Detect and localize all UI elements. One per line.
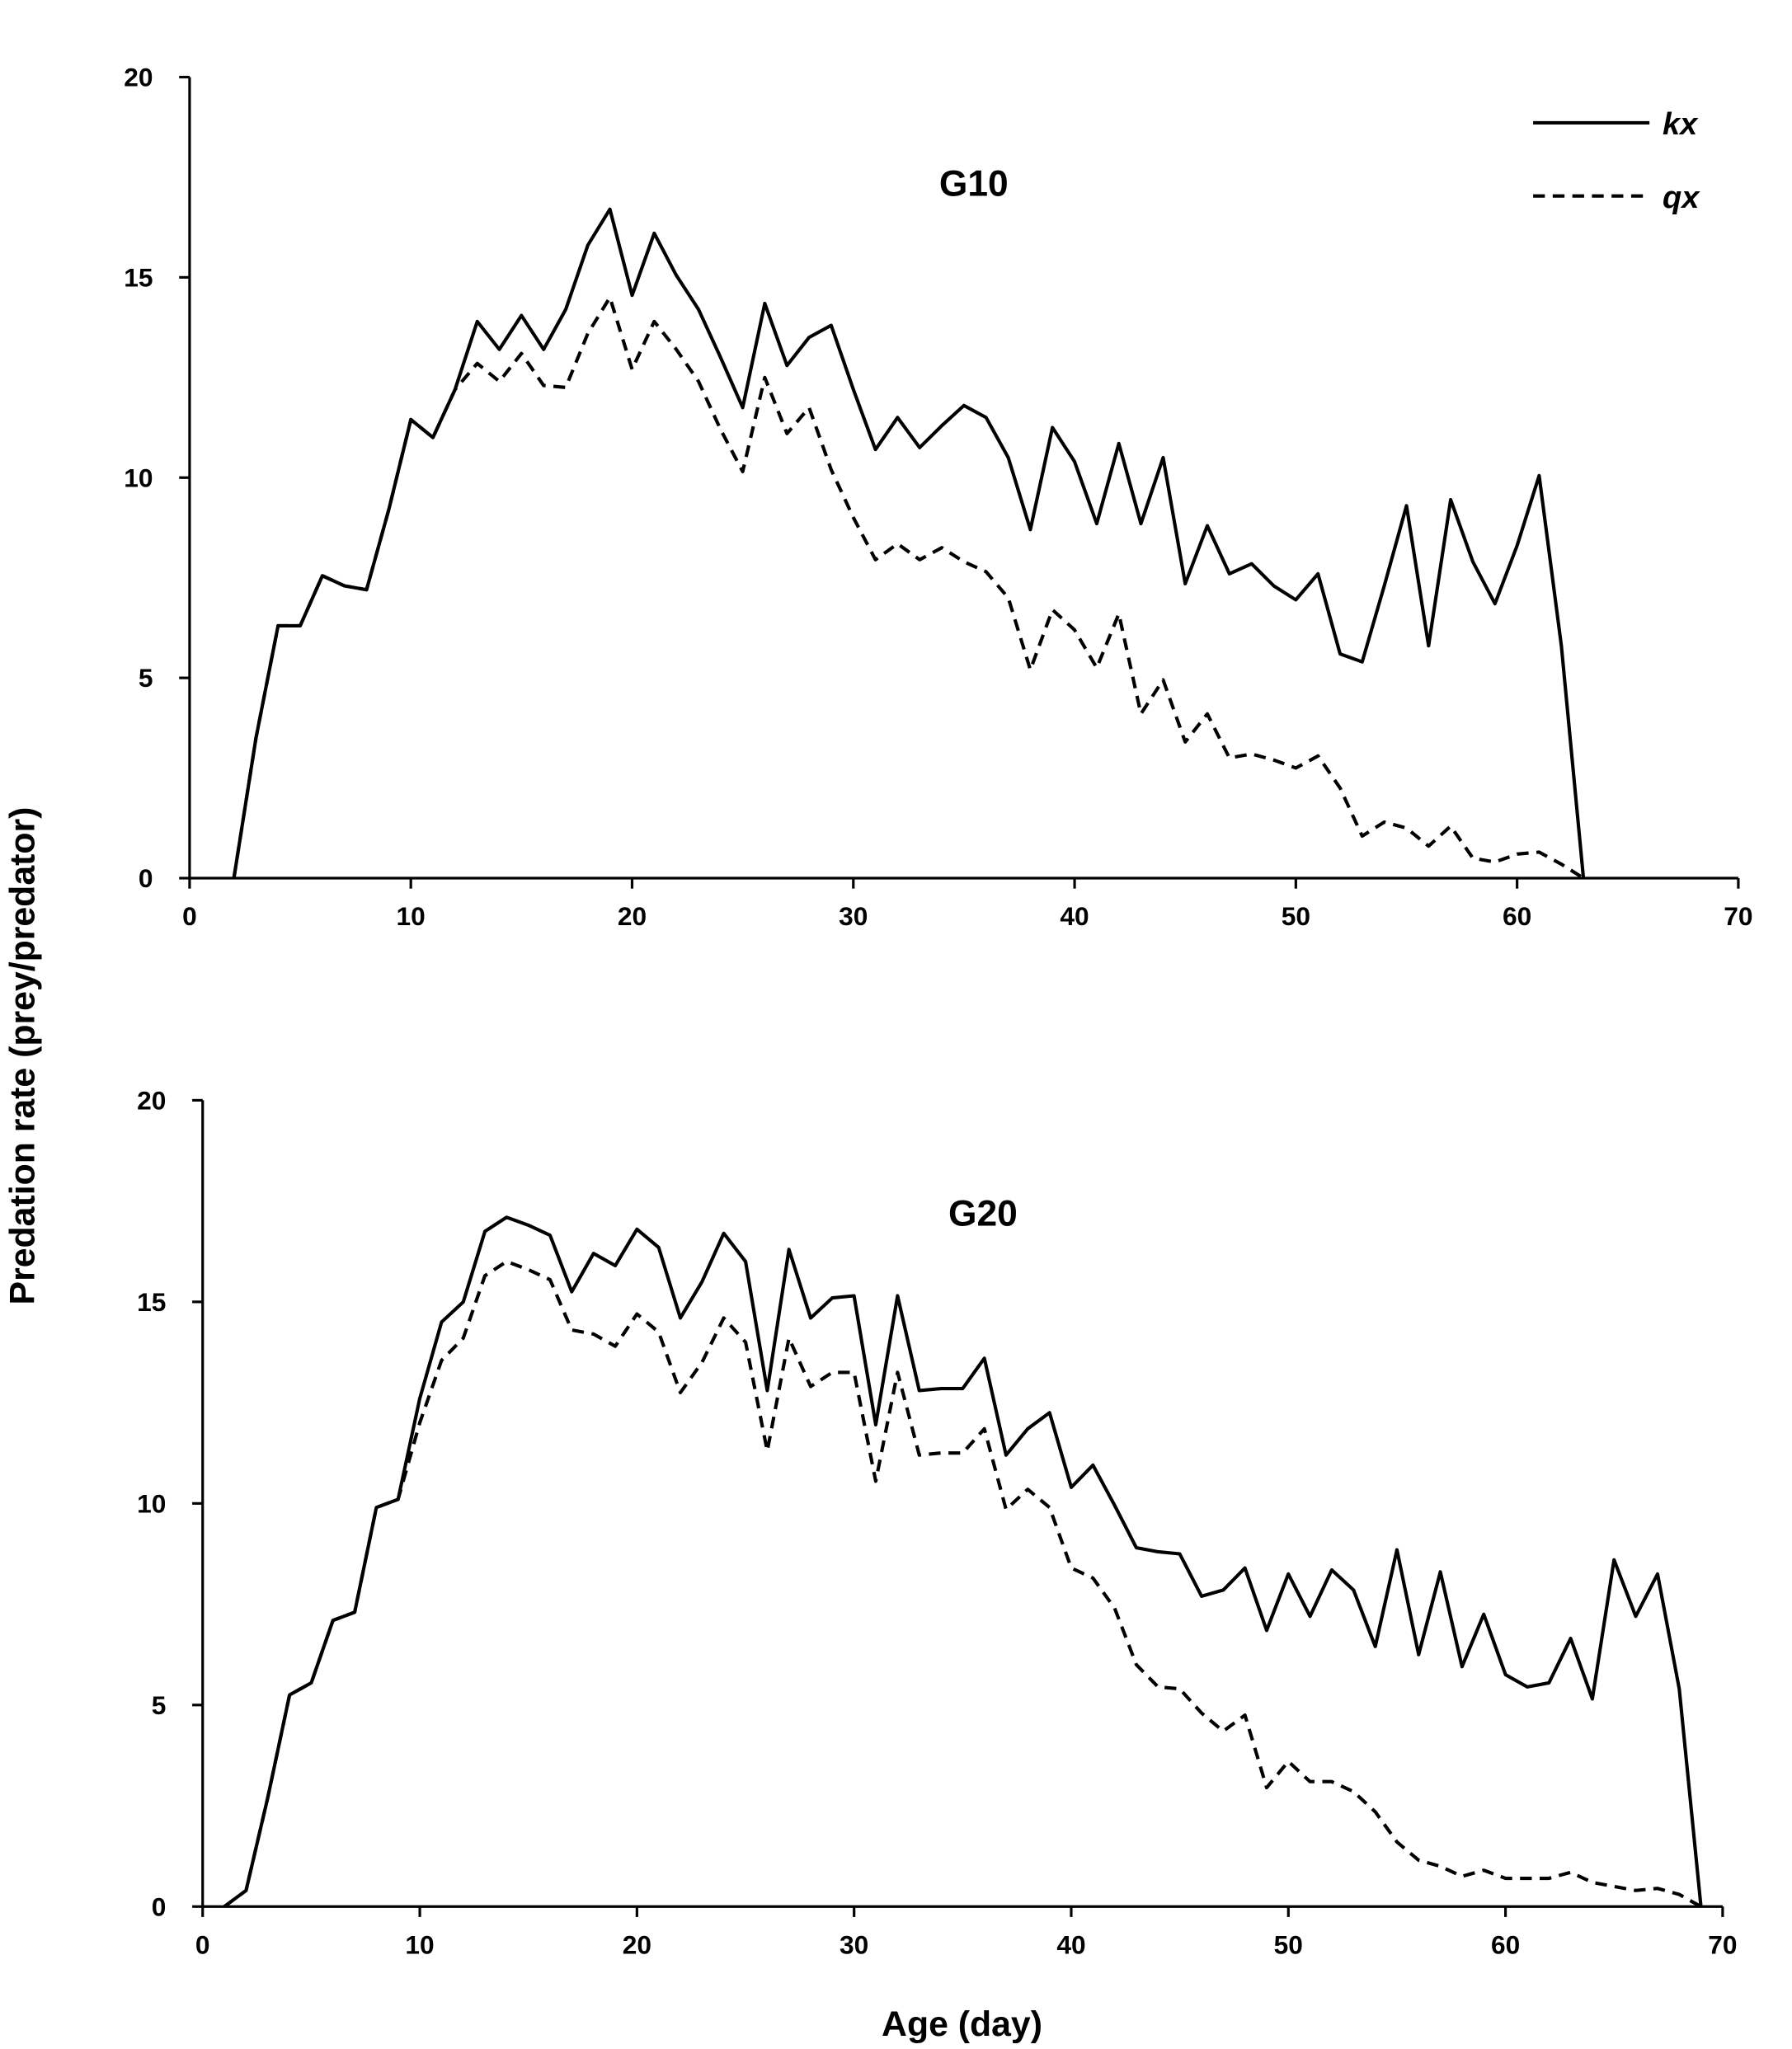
x-tick-label: 60 <box>1503 901 1531 931</box>
panel-title: G10 <box>939 164 1009 204</box>
x-tick-label: 0 <box>182 901 197 931</box>
y-tick-label: 15 <box>124 262 153 292</box>
series-line-qx <box>223 1259 1702 1909</box>
y-tick-label: 10 <box>124 463 153 492</box>
x-tick-label: 30 <box>839 901 868 931</box>
x-tick-label: 50 <box>1274 1929 1303 1959</box>
y-axis-label: Predation rate (prey/predator) <box>2 807 42 1305</box>
series-line-qx <box>232 295 1585 880</box>
x-tick-label: 30 <box>840 1929 868 1959</box>
y-tick-label: 20 <box>137 1086 166 1116</box>
x-tick-label: 60 <box>1491 1929 1520 1959</box>
x-tick-label: 50 <box>1282 901 1310 931</box>
x-tick-label: 20 <box>618 901 647 931</box>
x-axis-label: Age (day) <box>882 2004 1042 2044</box>
x-tick-label: 70 <box>1724 901 1752 931</box>
series-line-kx <box>232 207 1586 879</box>
legend-label: qx <box>1663 181 1700 215</box>
y-tick-label: 5 <box>152 1690 167 1720</box>
y-tick-label: 0 <box>152 1892 167 1921</box>
y-tick-label: 5 <box>139 663 153 693</box>
x-tick-label: 40 <box>1060 901 1089 931</box>
y-tick-label: 20 <box>124 63 153 92</box>
x-tick-label: 0 <box>195 1929 210 1959</box>
y-tick-label: 10 <box>137 1488 166 1518</box>
y-tick-label: 0 <box>139 863 153 893</box>
y-tick-label: 15 <box>137 1287 166 1317</box>
x-tick-label: 10 <box>397 901 426 931</box>
legend-label: kx <box>1663 107 1699 142</box>
x-tick-label: 40 <box>1056 1929 1085 1959</box>
panel-title: G20 <box>948 1194 1018 1234</box>
x-tick-label: 10 <box>405 1929 434 1959</box>
x-tick-label: 70 <box>1708 1929 1737 1959</box>
series-line-kx <box>223 1215 1703 1908</box>
x-tick-label: 20 <box>623 1929 651 1959</box>
